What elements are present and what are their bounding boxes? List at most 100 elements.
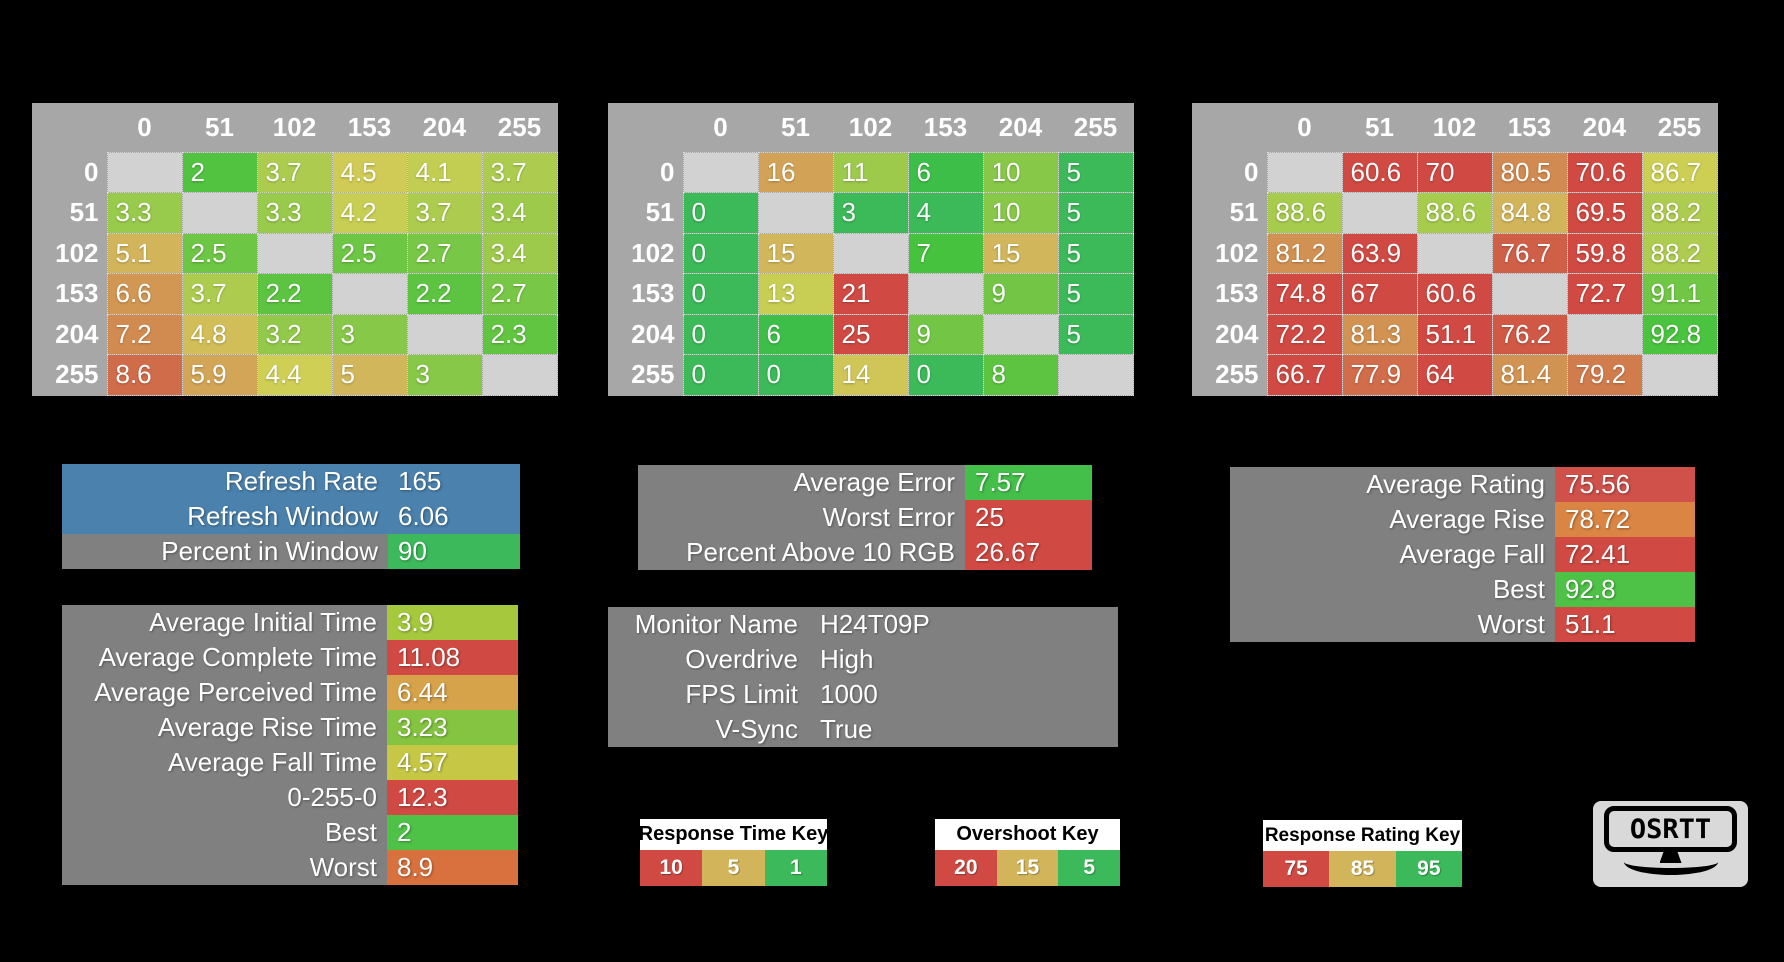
key-swatch: 75	[1263, 851, 1330, 887]
osrtt-logo-text: OSRTT	[1629, 813, 1712, 845]
heatmap-cell: 3.7	[406, 192, 483, 234]
heatmap-cell: 81.2	[1266, 232, 1343, 274]
heatmap-cell: 3.4	[481, 232, 558, 274]
heatmap-cell: 72.7	[1566, 273, 1643, 315]
heatmap-cell: 70.6	[1566, 151, 1643, 193]
rating-stat-value: 75.56	[1555, 467, 1695, 502]
rating-stat-row: Average Rating 75.56	[1230, 467, 1695, 502]
heatmap-col-header: 255	[1642, 103, 1717, 152]
initial-response-time-table: 0 51 102 153 204 255 0 2 3.7 4.5 4.1 3.7 51 3.3 3.3 4.2…	[32, 103, 558, 396]
heatmap-cell: 10	[982, 151, 1059, 193]
heatmap-row: 204 7.2 4.8 3.2 3 2.3	[32, 313, 558, 355]
heatmap-row-header: 153	[32, 273, 107, 314]
heatmap-row: 0 60.6 70 80.5 70.6 86.7	[1192, 151, 1718, 193]
times-stat-label: Average Initial Time	[62, 605, 387, 640]
heatmap-diagonal-cell	[682, 151, 759, 193]
heatmap-cell: 0	[757, 354, 834, 396]
response-rating-key-title: Response Rating Key	[1263, 820, 1462, 851]
heatmap-cell: 81.4	[1491, 354, 1568, 396]
heatmap-cell: 3	[832, 192, 909, 234]
heatmap-cell: 2.5	[181, 232, 258, 274]
heatmap-cell: 5	[1057, 313, 1134, 355]
heatmap-diagonal-cell	[1341, 192, 1418, 234]
heatmap-cell: 3	[406, 354, 483, 396]
heatmap-corner-cell	[1192, 103, 1267, 152]
heatmap-cell: 86.7	[1641, 151, 1718, 193]
overshoot-key: Overshoot Key 20 15 5	[935, 819, 1121, 886]
heatmap-row: 0 16 11 6 10 5	[608, 151, 1134, 193]
monitor-stat-value: H24T09P	[802, 607, 1118, 642]
heatmap-cell: 25	[832, 313, 909, 355]
heatmap-cell: 80.5	[1491, 151, 1568, 193]
monitor-stat-label: FPS Limit	[608, 677, 802, 712]
times-stat-row: Worst 8.9	[62, 850, 518, 885]
monitor-stat-label: V-Sync	[608, 712, 802, 747]
heatmap-cell: 5.1	[106, 232, 183, 274]
heatmap-cell: 4	[907, 192, 984, 234]
heatmap-cell: 6.6	[106, 273, 183, 315]
heatmap-diagonal-cell	[1057, 354, 1134, 396]
osrtt-logo: OSRTT	[1593, 801, 1748, 887]
heatmap-diagonal-cell	[832, 232, 909, 274]
key-swatch: 5	[702, 850, 765, 886]
times-stat-value: 12.3	[387, 780, 518, 815]
heatmap-row: 255 66.7 77.9 64 81.4 79.2	[1192, 354, 1718, 396]
heatmap-row: 0 2 3.7 4.5 4.1 3.7	[32, 151, 558, 193]
heatmap-row-header: 204	[608, 314, 683, 355]
heatmap-row-header: 153	[608, 273, 683, 314]
error-stat-row: Average Error 7.57	[638, 465, 1092, 500]
monitor-stat-label: Overdrive	[608, 642, 802, 677]
heatmap-cell: 59.8	[1566, 232, 1643, 274]
heatmap-cell: 2.2	[406, 273, 483, 315]
heatmap-cell: 88.2	[1641, 192, 1718, 234]
heatmap-row-header: 51	[32, 192, 107, 233]
rating-stat-label: Average Rise	[1230, 502, 1555, 537]
key-swatch: 5	[1058, 850, 1121, 886]
heatmap-cell: 7.2	[106, 313, 183, 355]
heatmap-cell: 60.6	[1341, 151, 1418, 193]
response-rating-key: Response Rating Key 75 85 95	[1263, 820, 1462, 887]
heatmap-row: 51 88.6 88.6 84.8 69.5 88.2	[1192, 192, 1718, 234]
rating-stat-row: Worst 51.1	[1230, 607, 1695, 642]
monitor-stat-row: Overdrive High	[608, 642, 1118, 677]
times-stat-label: Average Perceived Time	[62, 675, 387, 710]
heatmap-cell: 4.1	[406, 151, 483, 193]
times-stat-row: 0-255-0 12.3	[62, 780, 518, 815]
refresh-stats-panel: Refresh Rate 165 Refresh Window 6.06 Percent…	[62, 464, 520, 569]
error-stat-label: Worst Error	[638, 500, 965, 535]
heatmap-diagonal-cell	[1641, 354, 1718, 396]
rating-stat-value: 92.8	[1555, 572, 1695, 607]
times-stat-label: 0-255-0	[62, 780, 387, 815]
times-stat-row: Best 2	[62, 815, 518, 850]
heatmap-row-header: 102	[32, 233, 107, 274]
heatmap-col-header: 0	[107, 103, 182, 152]
times-stat-row: Average Complete Time 11.08	[62, 640, 518, 675]
times-stat-value: 4.57	[387, 745, 518, 780]
heatmap-col-header: 102	[257, 103, 332, 152]
heatmap-row-header: 0	[608, 152, 683, 193]
monitor-stat-row: V-Sync True	[608, 712, 1118, 747]
rating-stats-panel: Average Rating 75.56 Average Rise 78.72 Aver…	[1230, 467, 1695, 642]
heatmap-cell: 63.9	[1341, 232, 1418, 274]
error-stats-panel: Average Error 7.57 Worst Error 25 Percent Ab…	[638, 465, 1092, 570]
heatmap-diagonal-cell	[982, 313, 1059, 355]
heatmap-cell: 0	[682, 354, 759, 396]
error-stat-row: Worst Error 25	[638, 500, 1092, 535]
heatmap-cell: 88.6	[1266, 192, 1343, 234]
heatmap-cell: 6	[757, 313, 834, 355]
times-stat-row: Average Fall Time 4.57	[62, 745, 518, 780]
heatmap-cell: 4.5	[331, 151, 408, 193]
rating-stat-value: 78.72	[1555, 502, 1695, 537]
refresh-stat-row: Percent in Window 90	[62, 534, 520, 569]
heatmap-col-header: 204	[983, 103, 1058, 152]
heatmap-cell: 15	[982, 232, 1059, 274]
heatmap-cell: 5.9	[181, 354, 258, 396]
overshoot-heatmap: 0 51 102 153 204 255 0 16 11 6 10 5 51 0 3 4 10 5 102 0 15 7 1…	[608, 103, 1134, 396]
heatmap-row-header: 51	[1192, 192, 1267, 233]
heatmap-col-header: 153	[332, 103, 407, 152]
error-stat-value: 26.67	[965, 535, 1092, 570]
heatmap-row-header: 153	[1192, 273, 1267, 314]
times-stat-label: Average Fall Time	[62, 745, 387, 780]
heatmap-cell: 7	[907, 232, 984, 274]
